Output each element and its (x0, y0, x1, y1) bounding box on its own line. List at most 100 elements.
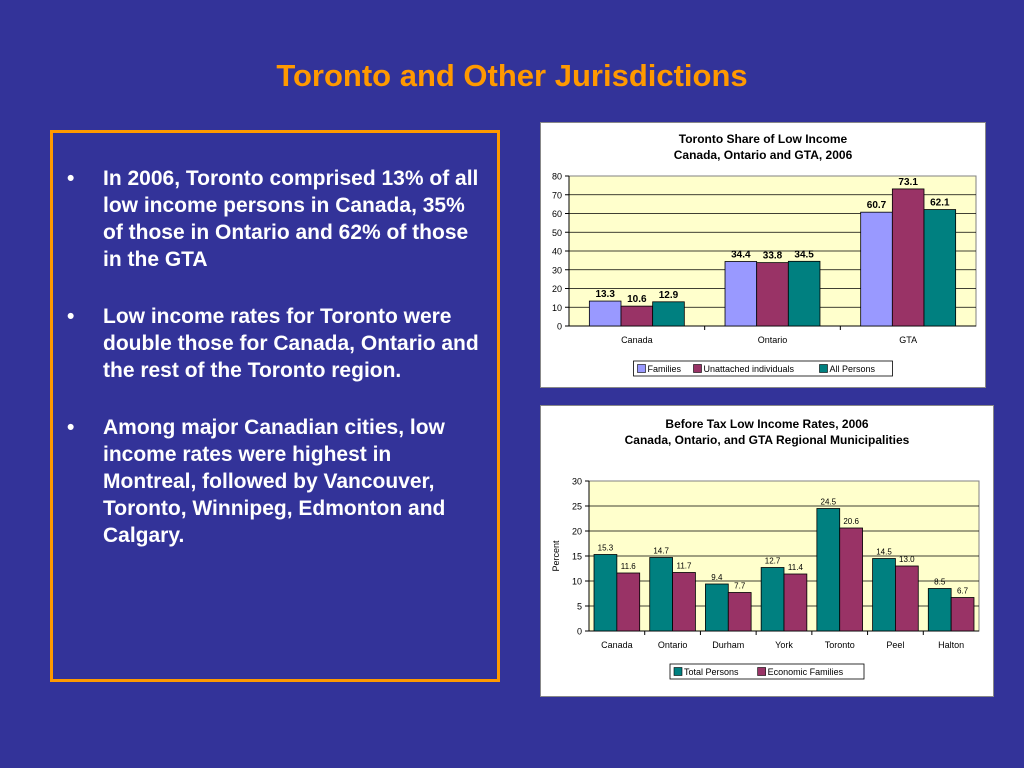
chart2-y-tick-label: 5 (577, 602, 582, 612)
chart1-data-label: 13.3 (595, 289, 615, 300)
chart2-bar (727, 592, 752, 632)
chart1-category-label: Canada (621, 335, 653, 345)
chart1-y-tick-label: 80 (552, 172, 562, 182)
chart1-bar (756, 262, 789, 327)
chart1-data-label: 10.6 (627, 294, 647, 305)
chart1-data-label: 60.7 (867, 200, 887, 211)
chart2-legend-swatch (757, 667, 766, 676)
chart1-bar (923, 209, 957, 327)
bullet-text: In 2006, Toronto comprised 13% of all lo… (103, 167, 479, 271)
bullet-text: Low income rates for Toronto were double… (103, 305, 479, 382)
chart2-bar (649, 557, 673, 632)
chart-low-income-rates-svg: Before Tax Low Income Rates, 2006 Canada,… (551, 417, 980, 680)
chart2-bar (783, 573, 808, 632)
chart1-subtitle: Canada, Ontario and GTA, 2006 (674, 148, 853, 162)
chart2-data-label: 7.7 (734, 582, 746, 591)
chart2-legend-swatch (673, 667, 683, 676)
chart1-data-label: 34.5 (794, 249, 814, 260)
chart1-bar (891, 188, 925, 327)
chart2-data-label: 15.3 (598, 544, 614, 553)
chart2-legend-label: Total Persons (684, 667, 739, 677)
chart2-category-label: Halton (938, 640, 964, 650)
chart2-bar (950, 597, 975, 632)
chart1-y-tick-label: 60 (552, 209, 562, 219)
chart2-bar (839, 527, 863, 632)
chart1-y-tick-label: 0 (557, 322, 562, 332)
chart2-y-tick-label: 30 (572, 477, 582, 487)
chart1-data-label: 34.4 (731, 250, 751, 261)
chart1-category-label: GTA (899, 335, 917, 345)
chart2-category-label: York (775, 640, 793, 650)
chart2-category-label: Canada (601, 640, 633, 650)
chart1-bar (652, 301, 685, 327)
bullet-item: • In 2006, Toronto comprised 13% of all l… (67, 165, 479, 273)
chart2-bar (895, 565, 919, 632)
chart2-subtitle: Canada, Ontario, and GTA Regional Munici… (625, 433, 910, 447)
chart2-data-label: 11.4 (788, 563, 804, 572)
chart2-data-label: 20.6 (843, 517, 859, 526)
chart2-data-label: 24.5 (821, 498, 837, 507)
bullet-list: • In 2006, Toronto comprised 13% of all l… (53, 133, 497, 549)
bullet-item: • Among major Canadian cities, low income… (67, 414, 479, 549)
chart2-title: Before Tax Low Income Rates, 2006 (665, 417, 869, 431)
bullet-text-box: • In 2006, Toronto comprised 13% of all l… (50, 130, 500, 682)
chart2-category-label: Toronto (825, 640, 855, 650)
chart2-legend (669, 663, 865, 680)
chart1-y-tick-label: 30 (552, 265, 562, 275)
chart1-legend-swatch (693, 364, 702, 373)
chart2-data-label: 14.5 (876, 548, 892, 557)
chart1-legend-swatch (637, 364, 646, 373)
chart1-y-tick-label: 10 (552, 303, 562, 313)
chart2-bar (760, 567, 785, 632)
chart1-y-tick-label: 20 (552, 284, 562, 294)
chart2-data-label: 14.7 (653, 547, 669, 556)
chart1-legend-label: Unattached individuals (704, 364, 795, 374)
chart2-data-label: 12.7 (765, 557, 781, 566)
chart1-legend-label: Families (648, 364, 682, 374)
chart2-y-tick-label: 15 (572, 552, 582, 562)
chart1-bar (588, 300, 622, 327)
chart2-category-label: Ontario (658, 640, 688, 650)
slide-title: Toronto and Other Jurisdictions (276, 58, 748, 93)
chart1-bar (724, 261, 758, 327)
chart1-data-label: 62.1 (930, 198, 950, 209)
bullet-dot-icon: • (67, 305, 75, 328)
chart2-y-tick-label: 20 (572, 527, 582, 537)
chart2-category-label: Peel (886, 640, 904, 650)
chart-toronto-share-svg: Toronto Share of Low Income Canada, Ontar… (552, 132, 977, 377)
chart-low-income-rates: Before Tax Low Income Rates, 2006 Canada,… (540, 405, 994, 697)
chart2-y-tick-label: 25 (572, 502, 582, 512)
chart1-y-tick-label: 50 (552, 228, 562, 238)
chart2-bar (705, 583, 729, 632)
chart2-data-label: 8.5 (934, 578, 946, 587)
chart2-data-label: 9.4 (711, 573, 723, 582)
chart2-bar (927, 588, 952, 632)
bullet-text: Among major Canadian cities, low income … (103, 416, 446, 547)
chart2-data-label: 11.7 (677, 562, 693, 571)
chart2-legend-label: Economic Families (768, 667, 844, 677)
chart2-category-label: Durham (712, 640, 744, 650)
chart2-data-label: 13.0 (899, 555, 915, 564)
chart2-bar (816, 508, 841, 632)
chart1-bar (620, 305, 654, 327)
chart1-data-label: 73.1 (898, 177, 918, 188)
chart1-data-label: 33.8 (763, 251, 783, 262)
chart2-bar (672, 572, 696, 632)
chart2-bar (616, 572, 641, 632)
bullet-dot-icon: • (67, 167, 75, 190)
chart1-data-label: 12.9 (659, 290, 679, 301)
bullet-dot-icon: • (67, 416, 75, 439)
chart1-category-label: Ontario (758, 335, 788, 345)
bullet-item: • Low income rates for Toronto were doubl… (67, 303, 479, 384)
chart2-data-label: 6.7 (957, 587, 969, 596)
chart-toronto-share: Toronto Share of Low Income Canada, Ontar… (540, 122, 986, 388)
chart2-y-tick-label: 10 (572, 577, 582, 587)
chart2-data-label: 11.6 (621, 562, 637, 571)
chart2-bar (872, 558, 896, 632)
chart2-y-axis-label: Percent (551, 540, 561, 572)
chart1-bar (787, 260, 821, 327)
chart2-y-tick-label: 0 (577, 627, 582, 637)
chart1-legend-swatch (819, 364, 828, 373)
chart1-y-tick-label: 40 (552, 247, 562, 257)
chart2-bar (593, 554, 618, 632)
